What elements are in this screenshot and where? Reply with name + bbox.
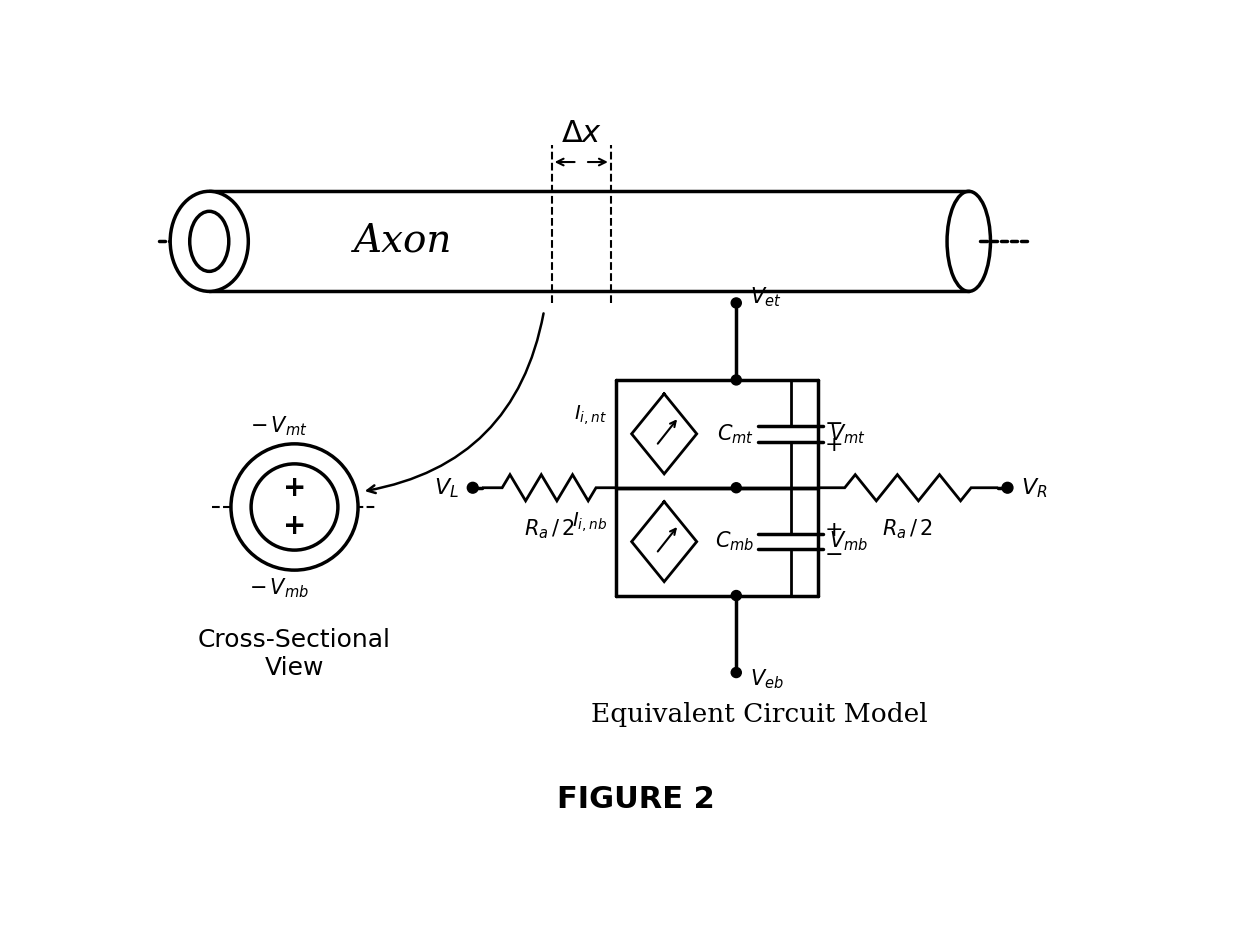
Circle shape	[732, 668, 742, 677]
Text: $V_L$: $V_L$	[434, 476, 459, 499]
Text: Cross-Sectional
View: Cross-Sectional View	[198, 628, 391, 679]
Text: Axon: Axon	[353, 223, 453, 260]
Circle shape	[231, 444, 358, 570]
Circle shape	[732, 590, 742, 601]
Circle shape	[732, 298, 742, 308]
Text: $I_{i,nb}$: $I_{i,nb}$	[572, 511, 606, 534]
Text: $C_{mt}$: $C_{mt}$	[717, 422, 754, 446]
Text: $R_a\,/\,2$: $R_a\,/\,2$	[523, 517, 574, 540]
Text: $V_{mt}$: $V_{mt}$	[830, 422, 866, 446]
Text: $-\,V_{mb}$: $-\,V_{mb}$	[249, 576, 309, 600]
Circle shape	[732, 375, 742, 385]
Ellipse shape	[190, 211, 228, 272]
Text: $C_{mb}$: $C_{mb}$	[714, 530, 754, 553]
Text: $V_{et}$: $V_{et}$	[750, 285, 781, 308]
Ellipse shape	[170, 191, 248, 291]
Circle shape	[467, 482, 479, 493]
Text: $I_{i,nt}$: $I_{i,nt}$	[574, 403, 606, 427]
Text: $R_a\,/\,2$: $R_a\,/\,2$	[883, 517, 934, 540]
Text: +: +	[283, 513, 306, 540]
Text: $+$: $+$	[823, 435, 842, 455]
Text: $\Delta x$: $\Delta x$	[560, 118, 601, 149]
Text: $+$: $+$	[823, 520, 842, 540]
Text: Equivalent Circuit Model: Equivalent Circuit Model	[591, 702, 928, 727]
Text: $V_{eb}$: $V_{eb}$	[750, 667, 784, 691]
Text: FIGURE 2: FIGURE 2	[557, 785, 714, 815]
Text: $V_{mb}$: $V_{mb}$	[830, 530, 868, 553]
Circle shape	[1002, 482, 1013, 493]
Circle shape	[250, 464, 337, 551]
Circle shape	[732, 482, 742, 493]
Text: +: +	[283, 474, 306, 501]
Text: $-$: $-$	[823, 543, 842, 563]
Text: $-\,V_{mt}$: $-\,V_{mt}$	[249, 414, 308, 438]
Text: $-$: $-$	[823, 412, 842, 432]
Text: $V_R$: $V_R$	[1022, 476, 1048, 499]
